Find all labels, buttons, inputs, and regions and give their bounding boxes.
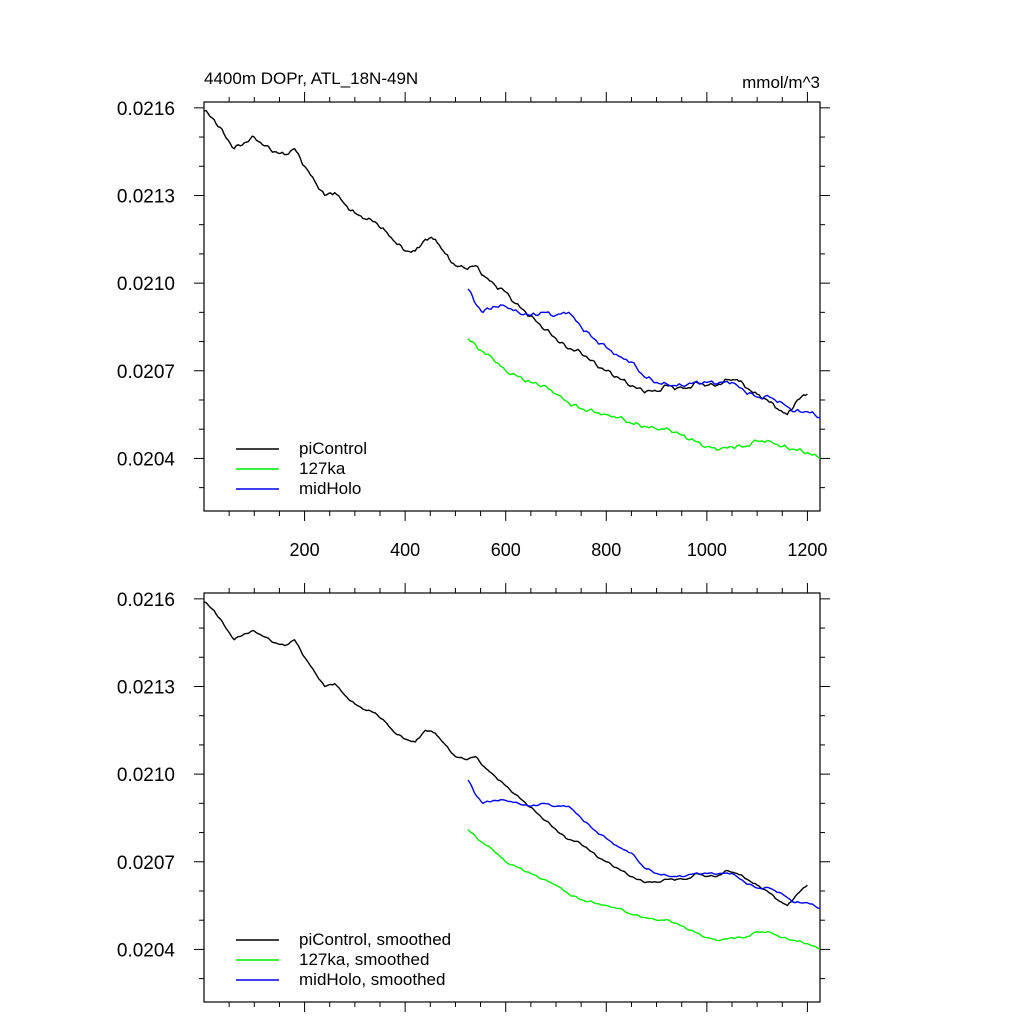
legend-label: piControl bbox=[299, 439, 367, 458]
y-tick-label: 0.0216 bbox=[117, 590, 175, 611]
plot-frame bbox=[203, 592, 821, 1003]
legend-label: 127ka, smoothed bbox=[299, 950, 429, 969]
series-line-midholo-smoothed bbox=[467, 779, 821, 910]
series-line-picontrol bbox=[203, 109, 808, 416]
x-tick-label: 400 bbox=[390, 540, 420, 560]
chart-panel-1: 4400m DOPr, ATL_18N-49N mmol/m^3 200 400 600… bbox=[117, 69, 830, 560]
legend-label: piControl, smoothed bbox=[299, 930, 451, 949]
legend-label: 127ka bbox=[299, 459, 346, 478]
y-tick-label: 0.0216 bbox=[117, 99, 175, 120]
series-line-picontrol-smoothed bbox=[203, 601, 808, 907]
x-tick-label: 200 bbox=[290, 540, 320, 560]
series-line-127ka bbox=[467, 338, 821, 459]
y-tick-label: 0.0204 bbox=[117, 940, 176, 961]
plot-frame bbox=[203, 101, 821, 512]
y-tick-label: 0.0210 bbox=[117, 765, 175, 786]
series-line-127ka-smoothed bbox=[467, 829, 821, 951]
x-tick-label: 600 bbox=[491, 540, 521, 560]
y-tick-label: 0.0207 bbox=[117, 853, 175, 874]
x-tick-label: 1000 bbox=[687, 540, 727, 560]
legend-label: midHolo bbox=[299, 479, 361, 498]
y-tick-label: 0.0213 bbox=[117, 677, 175, 698]
legend-label: midHolo, smoothed bbox=[299, 970, 445, 989]
series-line-midholo bbox=[467, 288, 821, 419]
chart-units: mmol/m^3 bbox=[742, 73, 820, 92]
chart-panel-2: 0.0204 0.0207 0.0210 0.0213 0.0216 piControl,… bbox=[117, 583, 830, 1012]
x-tick-label: 800 bbox=[591, 540, 621, 560]
y-tick-label: 0.0204 bbox=[117, 449, 176, 470]
x-tick-label: 1200 bbox=[787, 540, 827, 560]
y-tick-label: 0.0210 bbox=[117, 274, 175, 295]
chart-title: 4400m DOPr, ATL_18N-49N bbox=[204, 69, 418, 88]
y-tick-label: 0.0213 bbox=[117, 186, 175, 207]
y-tick-label: 0.0207 bbox=[117, 362, 175, 383]
